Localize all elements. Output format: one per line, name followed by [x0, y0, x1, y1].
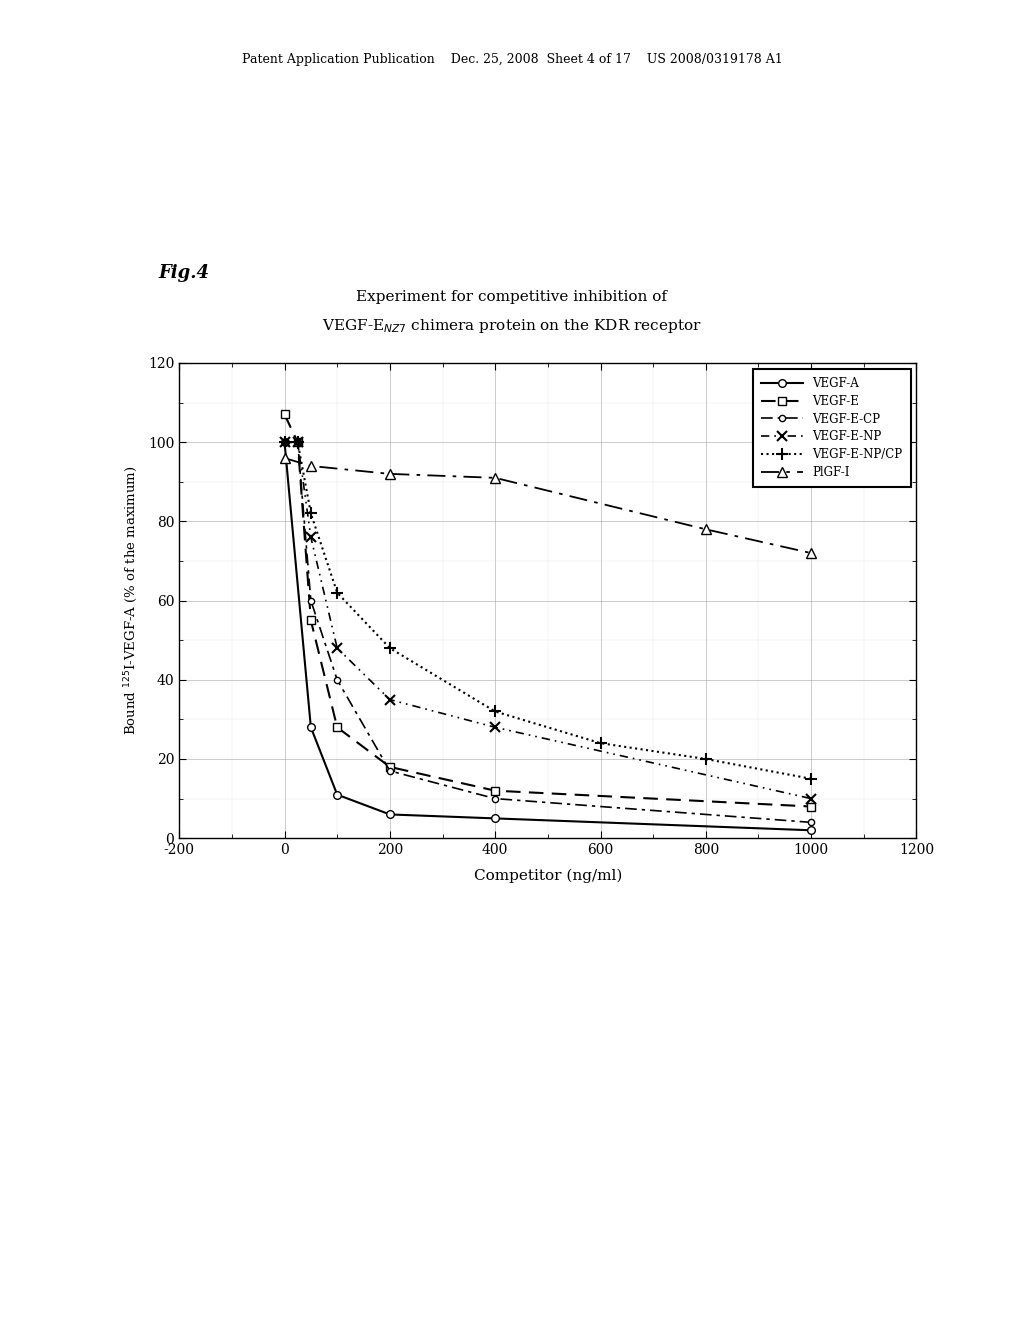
VEGF-E — [384, 759, 396, 775]
VEGF-E-NP/CP — [384, 640, 396, 656]
PlGF-I — [699, 521, 712, 537]
VEGF-E-CP — [805, 814, 817, 830]
VEGF-E-NP — [279, 434, 291, 450]
VEGF-A — [384, 807, 396, 822]
VEGF-E — [489, 783, 502, 799]
Text: VEGF-E$_{NZ7}$ chimera protein on the KDR receptor: VEGF-E$_{NZ7}$ chimera protein on the KD… — [323, 317, 701, 335]
VEGF-E — [305, 612, 317, 628]
VEGF-E-NP — [489, 719, 502, 735]
VEGF-A — [331, 787, 343, 803]
VEGF-E-CP — [292, 434, 304, 450]
VEGF-E-NP/CP — [699, 751, 712, 767]
VEGF-E — [279, 407, 291, 422]
VEGF-E-NP/CP — [305, 506, 317, 521]
PlGF-I — [384, 466, 396, 482]
Text: Patent Application Publication    Dec. 25, 2008  Sheet 4 of 17    US 2008/031917: Patent Application Publication Dec. 25, … — [242, 53, 782, 66]
Y-axis label: Bound $^{125}$I-VEGF-A (% of the maximum): Bound $^{125}$I-VEGF-A (% of the maximum… — [122, 466, 139, 735]
VEGF-A — [305, 719, 317, 735]
PlGF-I — [489, 470, 502, 486]
Text: Experiment for competitive inhibition of: Experiment for competitive inhibition of — [356, 290, 668, 305]
Text: Fig.4: Fig.4 — [159, 264, 210, 282]
VEGF-E-CP — [384, 763, 396, 779]
VEGF-E-CP — [331, 672, 343, 688]
VEGF-E-NP/CP — [279, 434, 291, 450]
X-axis label: Competitor (ng/ml): Competitor (ng/ml) — [474, 869, 622, 883]
Line: VEGF-A: VEGF-A — [281, 438, 815, 834]
PlGF-I — [305, 458, 317, 474]
VEGF-E-NP/CP — [331, 585, 343, 601]
VEGF-E-NP — [805, 791, 817, 807]
VEGF-E-NP — [384, 692, 396, 708]
PlGF-I — [279, 450, 291, 466]
VEGF-A — [805, 822, 817, 838]
VEGF-A — [489, 810, 502, 826]
VEGF-E — [331, 719, 343, 735]
VEGF-E — [292, 434, 304, 450]
VEGF-E — [805, 799, 817, 814]
VEGF-E-NP/CP — [489, 704, 502, 719]
Legend: VEGF-A, VEGF-E, VEGF-E-CP, VEGF-E-NP, VEGF-E-NP/CP, PlGF-I: VEGF-A, VEGF-E, VEGF-E-CP, VEGF-E-NP, VE… — [754, 368, 910, 487]
VEGF-E-NP/CP — [292, 434, 304, 450]
Line: VEGF-E: VEGF-E — [281, 411, 815, 810]
VEGF-A — [279, 434, 291, 450]
Line: VEGF-E-NP: VEGF-E-NP — [280, 437, 816, 804]
VEGF-E-NP — [305, 529, 317, 545]
VEGF-E-NP — [292, 434, 304, 450]
PlGF-I — [805, 545, 817, 561]
VEGF-E-CP — [305, 593, 317, 609]
Line: VEGF-E-CP: VEGF-E-CP — [282, 440, 814, 825]
VEGF-E-NP — [331, 640, 343, 656]
Line: PlGF-I: PlGF-I — [280, 453, 816, 558]
VEGF-E-NP/CP — [594, 735, 606, 751]
VEGF-E-NP/CP — [805, 771, 817, 787]
Line: VEGF-E-NP/CP: VEGF-E-NP/CP — [279, 437, 817, 784]
VEGF-E-CP — [489, 791, 502, 807]
VEGF-E-CP — [279, 434, 291, 450]
